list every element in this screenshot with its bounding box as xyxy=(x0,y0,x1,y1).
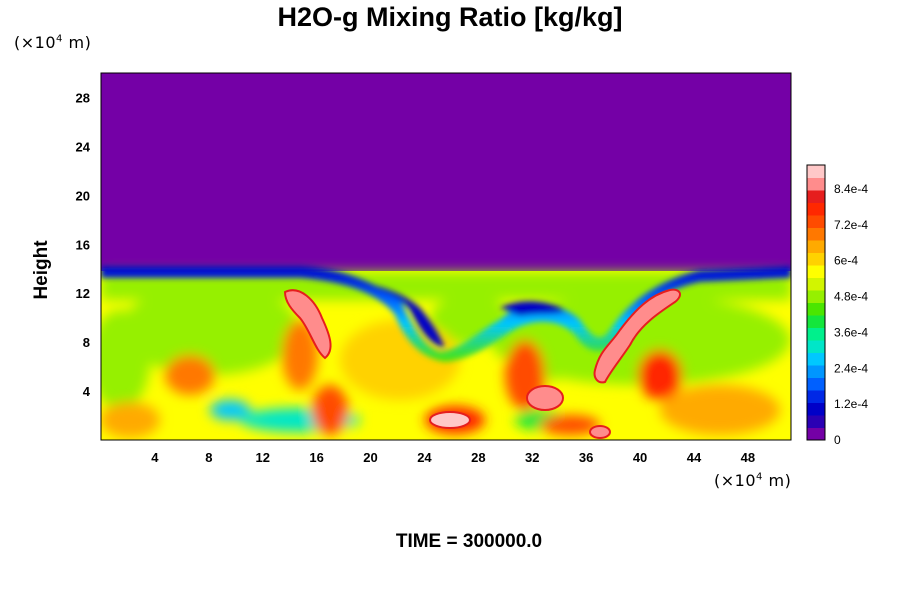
x-tick-label: 16 xyxy=(309,450,323,465)
y-tick-label: 8 xyxy=(83,335,90,350)
x-axis-unit: (×104 m) xyxy=(714,471,792,490)
colorbar-level xyxy=(807,252,825,266)
colorbar-level xyxy=(807,377,825,391)
y-tick-label: 20 xyxy=(76,188,90,203)
x-tick-label: 48 xyxy=(741,450,755,465)
plume-left xyxy=(283,289,332,360)
blob-mid xyxy=(526,385,564,411)
y-tick-label: 4 xyxy=(83,384,91,399)
colorbar-level xyxy=(807,240,825,253)
colorbar-level xyxy=(807,227,825,241)
x-tick-label: 12 xyxy=(255,450,269,465)
colorbar-tick-label: 8.4e-4 xyxy=(834,182,868,196)
colorbar-level xyxy=(807,315,825,328)
x-tick-label: 32 xyxy=(525,450,539,465)
y-tick-label: 24 xyxy=(76,139,91,154)
colorbar-level xyxy=(807,390,825,403)
colorbar-level xyxy=(807,327,825,341)
heatmap-plot-area xyxy=(101,73,791,440)
stratosphere-region xyxy=(101,73,791,271)
colorbar-level xyxy=(807,352,825,366)
x-tick-label: 28 xyxy=(471,450,485,465)
x-tick-label: 44 xyxy=(687,450,702,465)
colorbar-level xyxy=(807,202,825,216)
colorbar-level xyxy=(807,190,825,203)
colorbar-level xyxy=(807,427,825,441)
colorbar-level xyxy=(807,177,825,191)
x-tick-label: 20 xyxy=(363,450,377,465)
y-axis-unit: (×104 m) xyxy=(14,33,92,52)
x-tick-label: 8 xyxy=(205,450,212,465)
colorbar-level xyxy=(807,165,825,178)
blob-low-right xyxy=(589,425,611,439)
y-tick-labels: 4 8 12 16 20 24 28 xyxy=(76,90,91,399)
plume-right xyxy=(593,288,681,384)
colorbar-level xyxy=(807,402,825,416)
colorbar-tick-label: 3.6e-4 xyxy=(834,325,868,339)
colorbar xyxy=(806,164,826,441)
x-tick-label: 40 xyxy=(633,450,647,465)
colorbar-level xyxy=(807,290,825,303)
colorbar-level xyxy=(807,302,825,316)
colorbar-frame xyxy=(806,164,826,441)
colorbar-tick-labels: 0 1.2e-4 2.4e-4 3.6e-4 4.8e-4 6e-4 7.2e-4 8.4e-… xyxy=(834,182,868,447)
x-tick-label: 24 xyxy=(417,450,432,465)
x-tick-label: 4 xyxy=(151,450,159,465)
colorbar-tick-label: 6e-4 xyxy=(834,254,858,268)
colorbar-tick-label: 7.2e-4 xyxy=(834,218,868,232)
colorbar-tick-label: 2.4e-4 xyxy=(834,361,868,375)
y-tick-label: 12 xyxy=(76,286,90,301)
colorbar-level xyxy=(807,365,825,378)
y-tick-label: 16 xyxy=(76,237,90,252)
y-tick-label: 28 xyxy=(76,90,90,105)
colorbar-tick-label: 4.8e-4 xyxy=(834,290,868,304)
colorbar-tick-label: 1.2e-4 xyxy=(834,397,868,411)
x-tick-label: 36 xyxy=(579,450,593,465)
colorbar-level xyxy=(807,415,825,428)
time-label: TIME = 300000.0 xyxy=(395,531,543,552)
colorbar-level xyxy=(807,215,825,228)
chart-title: H2O-g Mixing Ratio [kg/kg] xyxy=(277,2,623,32)
plot-frame xyxy=(100,72,792,441)
colorbar-level xyxy=(807,265,825,278)
colorbar-level xyxy=(807,277,825,291)
colorbar-tick-label: 0 xyxy=(834,433,841,447)
x-tick-labels: 4 8 12 16 20 24 28 32 36 40 44 48 xyxy=(151,450,755,465)
colorbar-level xyxy=(807,340,825,353)
blob-bottom xyxy=(429,411,471,429)
